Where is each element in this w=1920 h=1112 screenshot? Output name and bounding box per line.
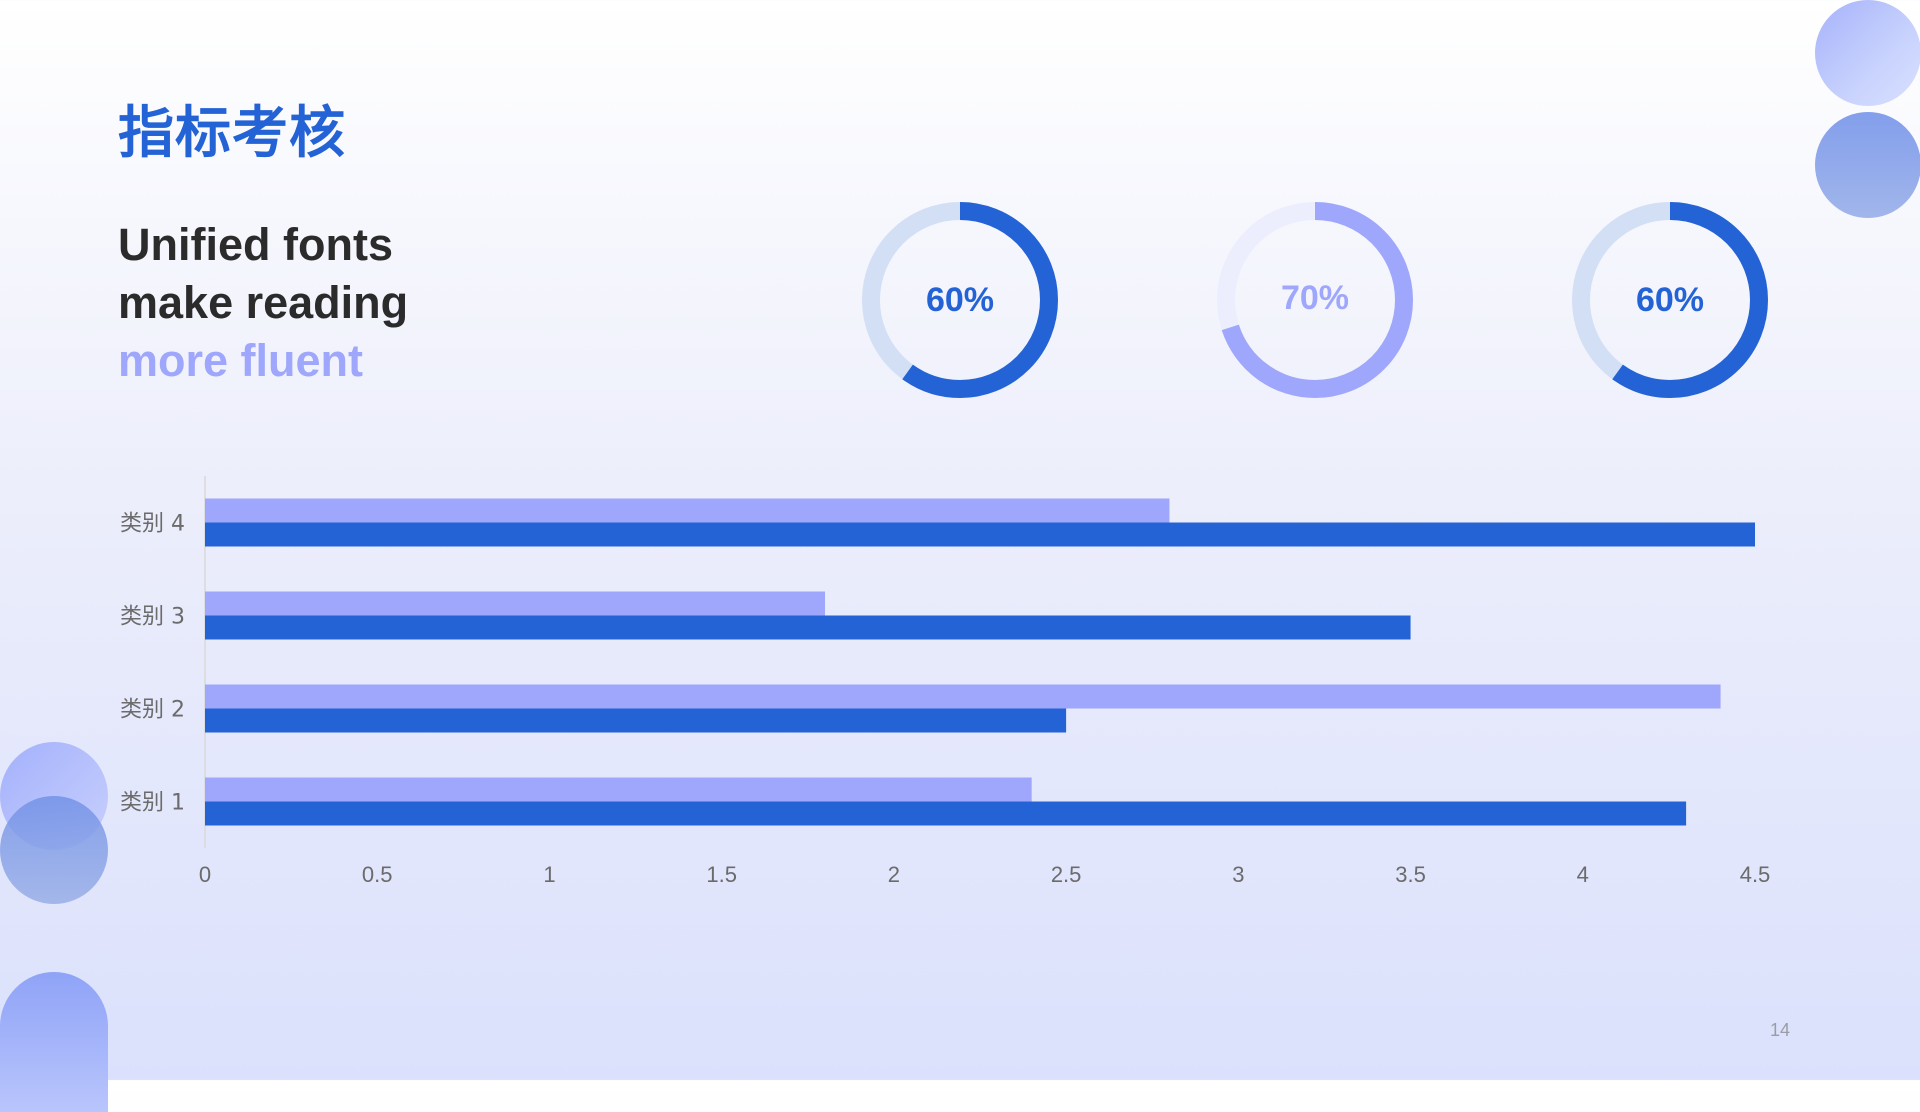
donut-chart: 70% <box>1215 200 1415 400</box>
bar-series-1 <box>205 591 825 616</box>
x-tick-label: 1 <box>543 862 555 887</box>
page-number: 14 <box>1770 1020 1791 1040</box>
page-title: 指标考核 <box>118 101 346 166</box>
x-tick-label: 4 <box>1577 862 1589 887</box>
bar-series-2 <box>205 801 1687 826</box>
x-tick-label: 1.5 <box>706 862 737 887</box>
category-label: 类别 2 <box>120 698 185 723</box>
bar-series-1 <box>205 684 1721 709</box>
subtitle-line: make reading <box>118 277 409 328</box>
donut-ring <box>1572 202 1768 398</box>
x-tick-label: 2.5 <box>1051 862 1082 887</box>
donut-ring <box>862 202 1058 398</box>
x-tick-label: 3 <box>1232 862 1244 887</box>
donut-label: 60% <box>1635 280 1705 319</box>
x-tick-labels: 0 0.5 1 1.5 2 2.5 3 3.5 4 4.5 <box>199 862 1770 887</box>
donut-label: 70% <box>1280 278 1350 317</box>
bar-series-2 <box>205 615 1411 640</box>
subtitle: Unified fonts make reading more fluent <box>118 216 408 390</box>
x-tick-label: 0 <box>199 862 211 887</box>
donut-arc <box>862 202 1058 398</box>
bar-series-2 <box>205 522 1755 547</box>
category-label: 类别 3 <box>120 605 185 630</box>
subtitle-line: Unified fonts <box>118 219 393 270</box>
x-tick-label: 4.5 <box>1740 862 1771 887</box>
bar-series-2 <box>205 708 1067 733</box>
x-tick-label: 3.5 <box>1395 862 1426 887</box>
decorative-circle <box>1815 0 1920 106</box>
decorative-circle <box>0 796 108 904</box>
category-labels: 类别 1 类别 2 类别 3 类别 4 <box>120 512 185 816</box>
donut-ring <box>1217 202 1413 398</box>
x-tick-label: 2 <box>888 862 900 887</box>
donut-label: 60% <box>925 280 995 319</box>
category-label: 类别 4 <box>120 512 185 537</box>
donut-chart: 60% <box>860 200 1060 400</box>
donut-chart: 60% <box>1570 200 1770 400</box>
subtitle-highlight: more fluent <box>118 335 364 386</box>
donut-arc <box>1217 202 1413 398</box>
bar-series-1 <box>205 498 1170 523</box>
category-label: 类别 1 <box>120 791 185 816</box>
bars-group <box>205 498 1755 826</box>
donut-arc <box>1572 202 1768 398</box>
x-tick-label: 0.5 <box>362 862 393 887</box>
decorative-circle <box>1815 112 1920 218</box>
bar-series-1 <box>205 777 1032 802</box>
bar-chart: 类别 1 类别 2 类别 3 类别 4 0 0.5 1 1.5 2 2.5 3 3.5 4 4.5 <box>120 476 1770 887</box>
